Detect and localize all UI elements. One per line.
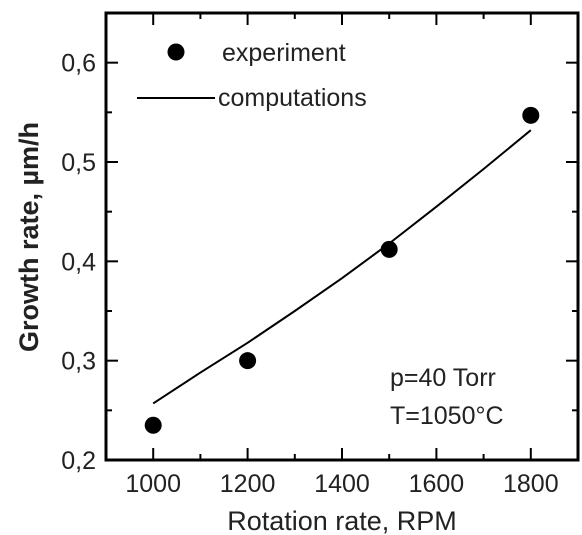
pressure-annotation: p=40 Torr	[390, 364, 496, 392]
plot-frame	[106, 13, 578, 460]
y-tick-label: 0,6	[61, 50, 96, 78]
experiment-point	[239, 352, 256, 369]
x-tick-label: 1400	[314, 470, 370, 498]
legend-computations-label: computations	[218, 84, 367, 112]
computations-line	[153, 130, 531, 403]
experiment-point	[381, 241, 398, 258]
x-tick-label: 1800	[503, 470, 559, 498]
y-axis-title: Growth rate, µm/h	[14, 122, 44, 352]
x-tick-label: 1200	[220, 470, 276, 498]
y-tick-label: 0,4	[61, 248, 96, 276]
x-tick-label: 1000	[125, 470, 181, 498]
y-tick-label: 0,5	[61, 149, 96, 177]
y-tick-label: 0,2	[61, 447, 96, 475]
experiment-point	[522, 107, 539, 124]
x-tick-label: 1600	[409, 470, 465, 498]
legend-experiment-marker	[168, 44, 185, 61]
computations-series	[153, 130, 531, 403]
legend: experiment computations	[137, 39, 367, 112]
x-axis-title: Rotation rate, RPM	[227, 506, 457, 535]
temperature-annotation: T=1050°C	[390, 402, 504, 430]
experiment-point	[145, 417, 162, 434]
legend-experiment-label: experiment	[222, 39, 346, 67]
y-tick-label: 0,3	[61, 348, 96, 376]
